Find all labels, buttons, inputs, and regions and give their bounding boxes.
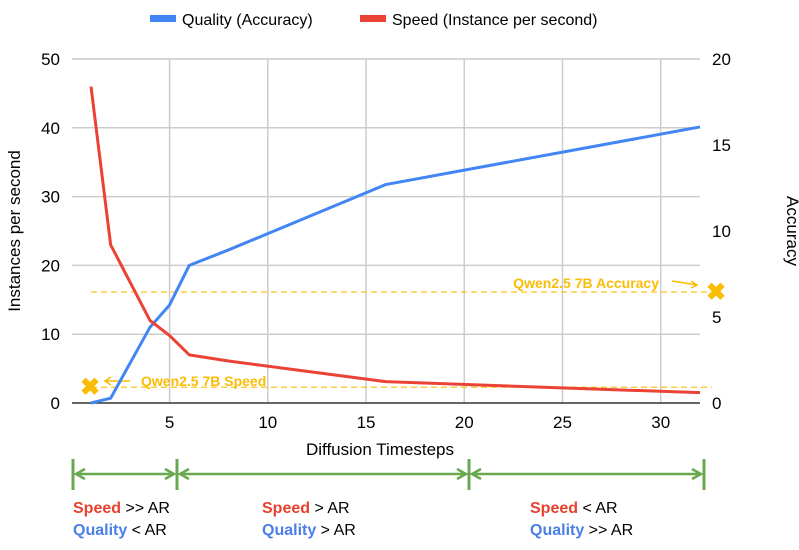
reference-label-accuracy: Qwen2.5 7B Accuracy [513,275,659,291]
reference-marker-accuracy: ✖ [706,279,726,306]
y2-tick-label: 0 [712,394,721,413]
quality-word: Quality [530,522,585,539]
y2-axis-title: Accuracy [783,196,799,266]
y-tick-label: 30 [41,188,60,207]
series-line-quality [90,125,701,405]
x-tick-label: 25 [553,413,572,432]
quality-relation: > AR [316,522,356,539]
quality-word: Quality [262,522,317,539]
arrowhead-icon [456,467,469,481]
quality-relation: >> AR [584,522,634,539]
y-axis-title: Instances per second [5,150,24,312]
y-tick-label: 40 [41,119,60,138]
x-tick-label: 30 [651,413,670,432]
speed-relation: < AR [578,500,618,517]
y2-tick-label: 5 [712,308,721,327]
speed-word: Speed [262,500,311,517]
legend-swatch [360,15,386,22]
x-tick-label: 10 [258,413,277,432]
x-tick-label: 20 [455,413,474,432]
reference-label-speed: Qwen2.5 7B Speed [141,373,266,389]
annotation-region-1: Speed >> AR Quality < AR [73,498,170,542]
arrowhead-icon [691,467,704,481]
arrowhead-icon [177,467,190,481]
y2-tick-label: 20 [712,50,731,69]
speed-relation: >> AR [121,500,170,517]
y-tick-label: 0 [51,394,60,413]
legend-swatch [150,15,176,22]
arrow-icon [103,376,130,386]
arrow-icon [671,280,699,289]
reference-marker-speed: ✖ [80,374,100,401]
speed-word: Speed [73,500,122,517]
annotation-region-2: Speed > AR Quality > AR [262,498,356,542]
arrowhead-icon [469,467,482,481]
x-axis-title: Diffusion Timesteps [306,440,454,459]
y-tick-label: 20 [41,256,60,275]
y-tick-label: 10 [41,325,60,344]
y2-tick-label: 10 [712,222,731,241]
quality-word: Quality [73,522,128,539]
y-tick-label: 50 [41,50,60,69]
legend-label: Quality (Accuracy) [182,12,313,29]
annotation-region-3: Speed < AR Quality >> AR [530,498,633,542]
speed-word: Speed [530,500,579,517]
series-line-speed [89,86,701,395]
y2-tick-label: 15 [712,136,731,155]
x-tick-label: 15 [357,413,376,432]
x-tick-label: 5 [165,413,174,432]
quality-relation: < AR [127,522,167,539]
speed-relation: > AR [310,500,350,517]
arrowhead-icon [73,467,86,481]
legend-label: Speed (Instance per second) [392,12,597,29]
arrowhead-icon [164,467,177,481]
